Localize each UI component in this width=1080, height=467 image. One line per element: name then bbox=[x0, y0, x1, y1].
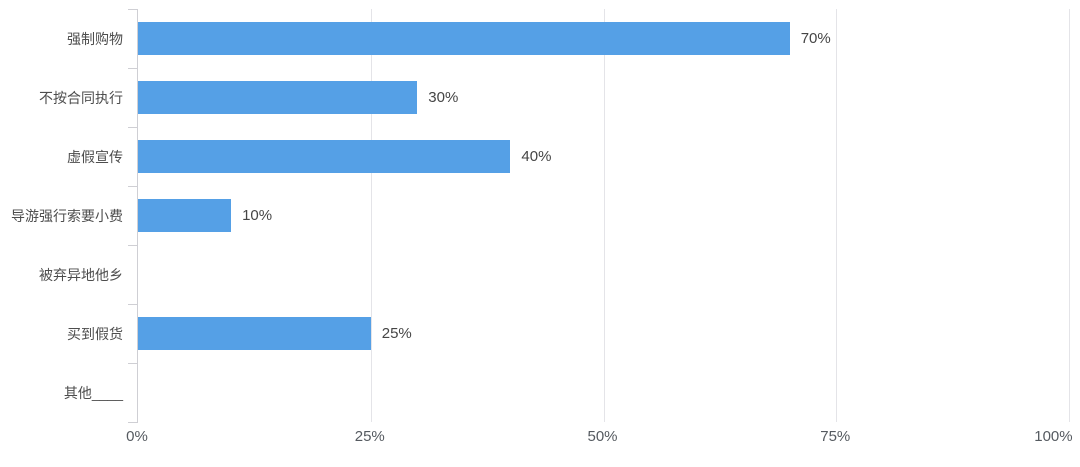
bar-value-label: 40% bbox=[521, 148, 552, 165]
bar-row: 30% bbox=[138, 68, 1069, 127]
bar bbox=[138, 140, 511, 173]
gridline-75% bbox=[836, 9, 838, 422]
bar-value-label: 10% bbox=[242, 207, 273, 224]
x-axis-tick-labels: 0% 25% 50% 75% 100% bbox=[126, 428, 1072, 450]
y-axis-tick bbox=[128, 363, 138, 364]
plot-area: 70% 30% 40% 10% 25% bbox=[128, 9, 1070, 423]
bar-value-label: 25% bbox=[381, 325, 412, 342]
category-label: 导游强行索要小费 bbox=[11, 207, 123, 224]
category-label: 买到假货 bbox=[67, 325, 123, 342]
x-axis-label: 50% bbox=[587, 428, 618, 445]
y-axis-tick bbox=[128, 422, 138, 423]
y-axis-tick bbox=[128, 9, 138, 10]
bar-row: 70% bbox=[138, 9, 1069, 68]
bar-value-label: 70% bbox=[800, 30, 831, 47]
x-axis-label: 25% bbox=[354, 428, 385, 445]
bar-row: 40% bbox=[138, 127, 1069, 186]
category-label: 其他____ bbox=[63, 384, 123, 401]
y-axis-tick bbox=[128, 186, 138, 187]
y-axis-tick bbox=[128, 68, 138, 69]
bar bbox=[138, 81, 418, 114]
bar-row: 25% bbox=[138, 304, 1069, 363]
category-label: 强制购物 bbox=[67, 30, 123, 47]
x-axis-label: 100% bbox=[1034, 428, 1073, 445]
gridline-100% bbox=[1069, 9, 1070, 422]
bar bbox=[138, 317, 371, 350]
gridline-25% bbox=[370, 9, 372, 422]
bar bbox=[138, 199, 232, 232]
y-axis-tick bbox=[128, 127, 138, 128]
bar-rows: 70% 30% 40% 10% 25% bbox=[138, 9, 1069, 422]
bar-row bbox=[138, 363, 1069, 422]
y-axis-category-labels: 强制购物不按合同执行虚假宣传导游强行索要小费被弃异地他乡买到假货其他____ bbox=[0, 9, 137, 422]
category-label: 被弃异地他乡 bbox=[39, 266, 123, 283]
bar-row bbox=[138, 245, 1069, 304]
category-label: 不按合同执行 bbox=[39, 89, 123, 106]
gridline-50% bbox=[603, 9, 605, 422]
bar-row: 10% bbox=[138, 186, 1069, 245]
x-axis-label: 0% bbox=[126, 428, 148, 445]
bar-value-label: 30% bbox=[428, 89, 459, 106]
x-axis-label: 75% bbox=[820, 428, 851, 445]
bar bbox=[138, 22, 790, 55]
y-axis-tick bbox=[128, 245, 138, 246]
y-axis-tick bbox=[128, 304, 138, 305]
category-label: 虚假宣传 bbox=[67, 148, 123, 165]
